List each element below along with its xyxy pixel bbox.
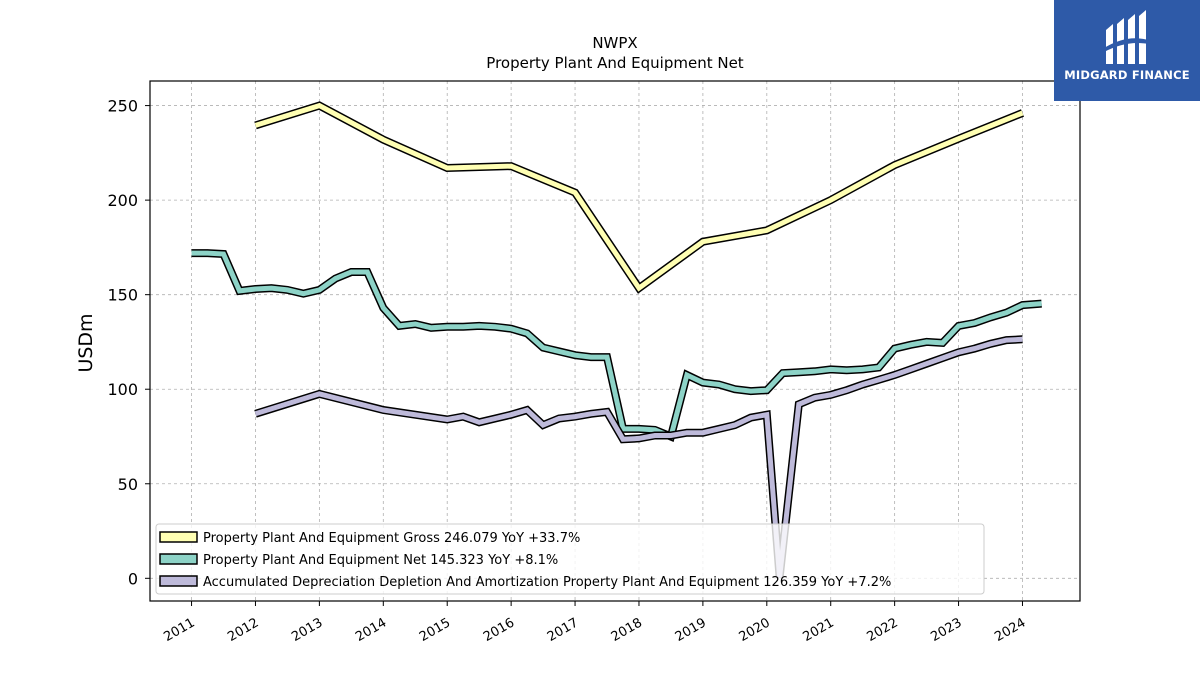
x-tick-label: 2013	[289, 615, 325, 645]
chart-subtitle: Property Plant And Equipment Net	[486, 54, 743, 72]
x-tick-label: 2023	[928, 615, 964, 645]
series-line-0	[254, 102, 1024, 292]
series-line-1	[191, 250, 1042, 440]
x-tick-label: 2020	[737, 615, 773, 645]
series-lines	[191, 101, 1042, 578]
legend-entry-label: Property Plant And Equipment Net 145.323…	[203, 553, 558, 568]
y-tick-label: 100	[107, 380, 138, 399]
x-tick-label: 2017	[545, 615, 581, 645]
x-tick-label: 2021	[801, 615, 837, 645]
y-axis-label: USDm	[75, 313, 97, 372]
plot-frame	[149, 80, 1081, 602]
legend-swatch	[159, 531, 198, 543]
x-tick-label: 2012	[225, 615, 261, 645]
legend-entry-label: Accumulated Depreciation Depletion And A…	[203, 575, 891, 590]
x-tick-label: 2024	[992, 615, 1028, 645]
y-tick-label: 0	[128, 569, 138, 588]
series-line-2	[254, 336, 1023, 578]
legend-swatch	[159, 575, 198, 587]
y-tick-label: 150	[107, 286, 138, 305]
y-tick-label: 200	[107, 191, 138, 210]
y-tick-label: 50	[118, 475, 138, 494]
midgard-finance-logo: MIDGARD FINANCE	[1054, 0, 1200, 101]
x-tick-label: 2019	[673, 615, 709, 645]
legend-swatch	[159, 553, 198, 565]
x-tick-label: 2016	[481, 615, 517, 645]
y-tick-label: 250	[107, 97, 138, 116]
x-tick-label: 2022	[864, 615, 900, 645]
x-tick-label: 2015	[417, 615, 453, 645]
legend-entry-label: Property Plant And Equipment Gross 246.0…	[203, 531, 580, 546]
legend-box	[155, 523, 985, 595]
logo-text: MIDGARD FINANCE	[1064, 68, 1190, 82]
x-tick-label: 2018	[609, 615, 645, 645]
midgard-logo-icon	[1104, 10, 1148, 64]
legend: Property Plant And Equipment Gross 246.0…	[155, 523, 985, 595]
x-tick-label: 2014	[353, 615, 389, 645]
x-tick-label: 2011	[161, 615, 197, 645]
chart-title: NWPX	[592, 34, 637, 52]
